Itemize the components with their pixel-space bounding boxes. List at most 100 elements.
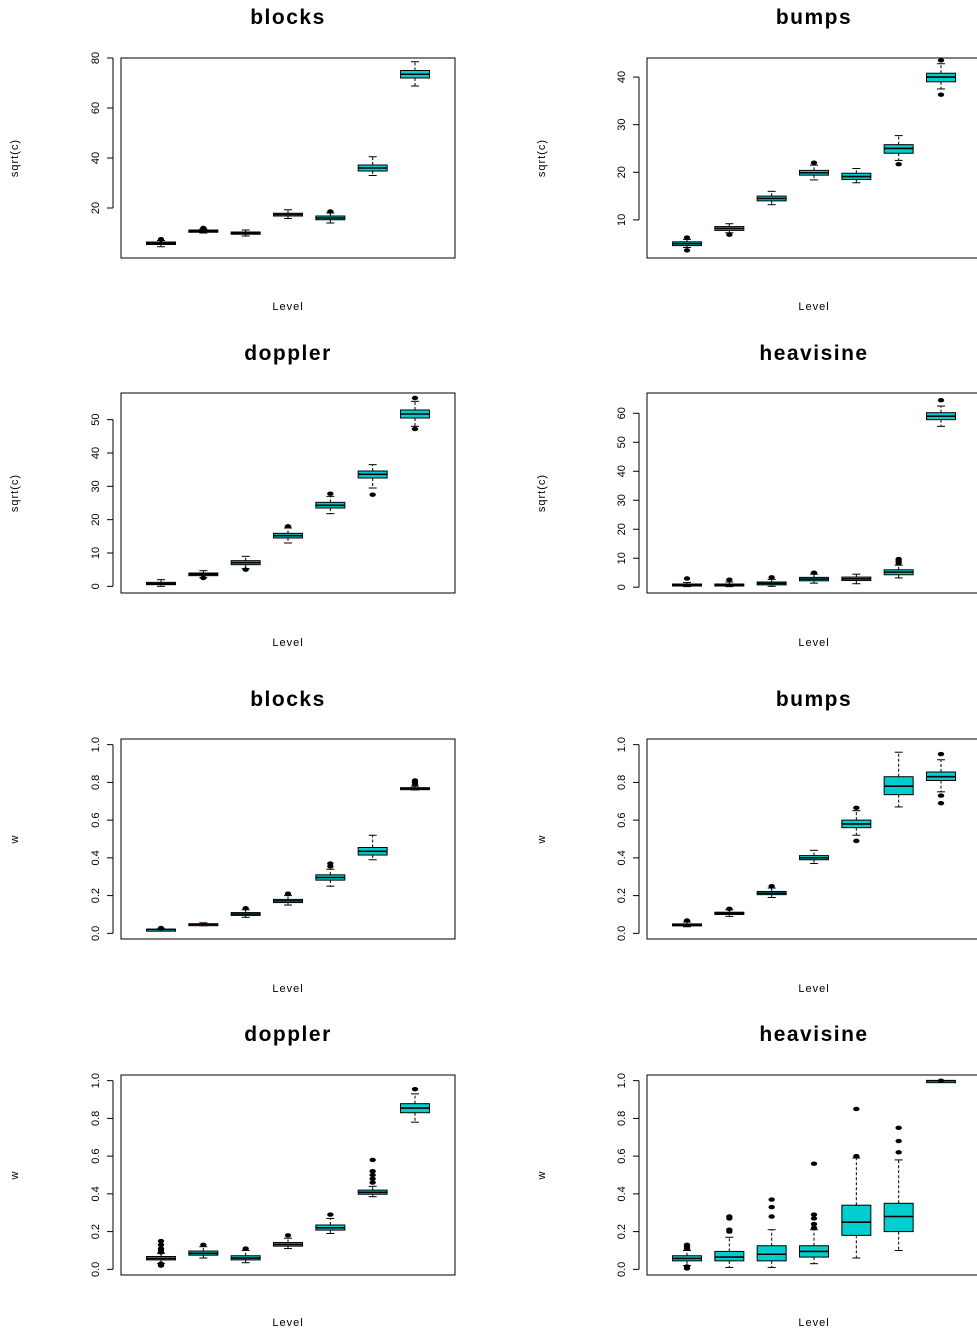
y-tick-label: 0.4 xyxy=(616,850,628,865)
box-level-4 xyxy=(799,1161,829,1265)
y-tick-label: 80 xyxy=(90,52,102,64)
outlier-point xyxy=(810,160,818,165)
outlier-point xyxy=(726,1214,733,1219)
outlier-point xyxy=(895,1150,902,1155)
outlier-point xyxy=(327,861,334,866)
outlier-point xyxy=(411,778,419,783)
box-level-3 xyxy=(756,575,787,587)
outlier-point xyxy=(411,395,419,401)
outlier-point xyxy=(810,1161,818,1166)
y-axis-label: w xyxy=(536,1171,548,1181)
chart-panel-2: bumps 10 20 30 40 Level sqrt(c) xyxy=(536,6,977,313)
outlier-point xyxy=(937,58,945,63)
outlier-point xyxy=(810,1221,818,1227)
box-level-7 xyxy=(400,61,430,87)
outlier-point xyxy=(937,92,945,97)
y-tick-label: 50 xyxy=(90,414,102,426)
box-level-6 xyxy=(883,556,914,579)
outlier-point xyxy=(726,577,733,582)
outlier-point xyxy=(895,1125,902,1131)
outlier-point xyxy=(683,235,691,240)
y-tick-label: 60 xyxy=(616,407,628,419)
x-axis-label: Level xyxy=(272,983,303,995)
box-level-2 xyxy=(188,225,219,234)
outlier-point xyxy=(895,1138,902,1144)
x-axis-label: Level xyxy=(798,983,829,995)
box-level-4 xyxy=(273,209,303,219)
box-level-7 xyxy=(400,395,430,432)
box-level-1 xyxy=(146,237,176,248)
box-level-2 xyxy=(714,906,745,917)
outlier-point xyxy=(853,805,860,811)
plot-frame xyxy=(646,57,977,259)
box-level-2 xyxy=(188,570,219,581)
box-level-1 xyxy=(672,576,702,588)
x-axis-label: Level xyxy=(798,1317,829,1329)
outlier-point xyxy=(327,209,334,214)
box-iqr xyxy=(883,1202,914,1233)
box-level-3 xyxy=(230,1246,261,1264)
y-tick-label: 20 xyxy=(90,202,102,214)
y-tick-label: 0.0 xyxy=(616,1262,628,1277)
chart-title: doppler xyxy=(244,342,332,365)
box-level-6 xyxy=(883,751,914,808)
outlier-point xyxy=(157,1242,165,1248)
chart-title: doppler xyxy=(244,1023,332,1046)
outlier-point xyxy=(284,891,292,896)
outlier-point xyxy=(411,1086,419,1092)
box-level-1 xyxy=(672,918,702,928)
box-level-3 xyxy=(230,229,261,237)
outlier-point xyxy=(200,1242,207,1248)
box-level-2 xyxy=(188,1242,219,1259)
box-level-3 xyxy=(756,883,787,898)
box-level-1 xyxy=(672,235,702,253)
box-level-7 xyxy=(400,778,430,791)
y-axis-label: w xyxy=(9,835,21,845)
box-level-4 xyxy=(273,1233,303,1250)
box-level-5 xyxy=(841,805,872,844)
outlier-point xyxy=(810,1212,818,1217)
y-tick-label: 10 xyxy=(90,547,102,559)
y-axis-label: sqrt(c) xyxy=(9,474,21,512)
y-tick-label: 0.2 xyxy=(616,1224,628,1239)
outlier-point xyxy=(937,793,945,798)
box-iqr xyxy=(841,1204,872,1236)
outlier-point xyxy=(937,751,945,757)
outlier-point xyxy=(810,1216,818,1221)
outlier-point xyxy=(683,1242,691,1248)
outlier-point xyxy=(369,1172,376,1178)
chart-panel-7: doppler 0.0 0.2 0.4 0.6 0.8 1.0 Level w xyxy=(9,1023,456,1329)
plot-frame xyxy=(120,57,456,259)
y-tick-label: 20 xyxy=(90,514,102,526)
box-level-1 xyxy=(146,925,176,932)
y-tick-label: 40 xyxy=(90,152,102,164)
y-tick-label: 40 xyxy=(616,71,628,83)
y-tick-label: 0.6 xyxy=(616,812,628,827)
box-level-1 xyxy=(146,579,176,587)
chart-panel-8: heavisine 0.0 0.2 0.4 0.6 0.8 1.0 Level w xyxy=(536,1023,977,1329)
box-level-5 xyxy=(315,491,346,515)
box-level-6 xyxy=(357,156,388,176)
y-tick-label: 30 xyxy=(616,494,628,506)
chart-title: blocks xyxy=(250,6,326,29)
box-level-4 xyxy=(799,849,829,865)
box-level-7 xyxy=(926,58,956,97)
box-iqr xyxy=(756,1245,787,1262)
outlier-point xyxy=(853,1153,860,1159)
outlier-point xyxy=(284,1233,292,1238)
box-level-3 xyxy=(230,906,261,918)
y-tick-label: 0.2 xyxy=(90,888,102,903)
outlier-point xyxy=(937,1078,945,1083)
outlier-point xyxy=(726,1227,733,1232)
outlier-point xyxy=(810,570,818,575)
y-axis-label: sqrt(c) xyxy=(536,474,548,512)
y-tick-label: 0.8 xyxy=(616,1111,628,1126)
box-level-7 xyxy=(926,751,956,806)
y-tick-label: 0.6 xyxy=(616,1148,628,1163)
x-axis-label: Level xyxy=(272,1317,303,1329)
box-level-1 xyxy=(146,1238,176,1268)
box-level-2 xyxy=(188,922,219,927)
outlier-point xyxy=(683,248,691,253)
y-tick-label: 0.8 xyxy=(616,775,628,790)
x-axis-label: Level xyxy=(272,301,303,313)
